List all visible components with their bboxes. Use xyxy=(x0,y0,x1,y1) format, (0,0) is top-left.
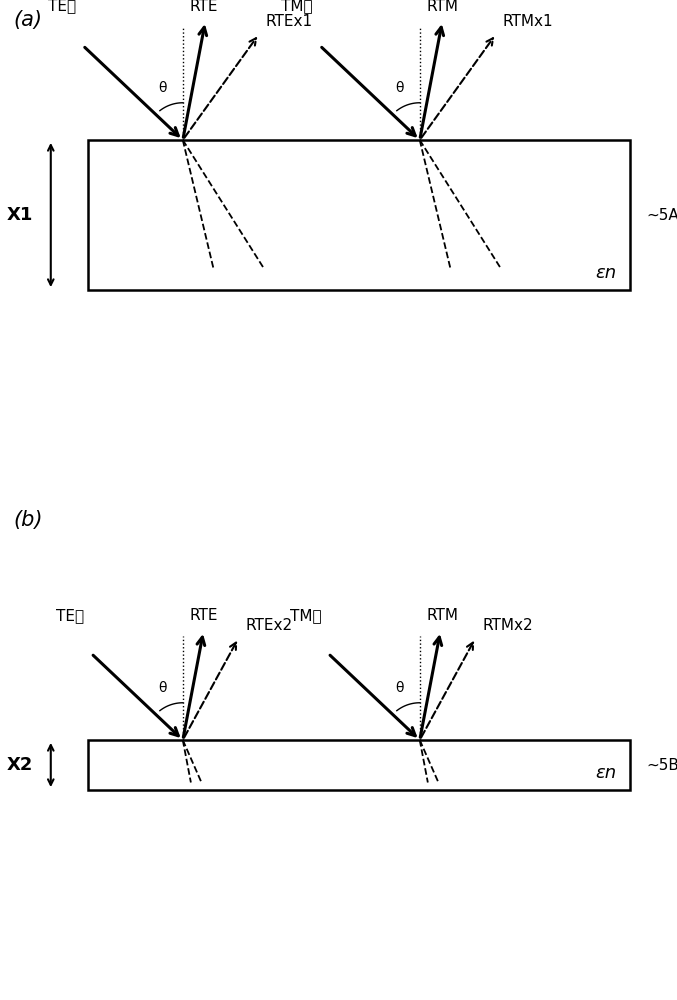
Text: TM波: TM波 xyxy=(290,608,322,623)
Text: θ: θ xyxy=(158,81,167,95)
Text: RTM: RTM xyxy=(427,0,458,14)
Text: RTEx1: RTEx1 xyxy=(266,14,313,29)
Text: X1: X1 xyxy=(7,206,33,224)
Text: εn: εn xyxy=(595,264,616,282)
Text: RTEx2: RTEx2 xyxy=(245,618,292,633)
Text: (b): (b) xyxy=(14,510,43,530)
Text: θ: θ xyxy=(158,681,167,695)
Text: ~5A: ~5A xyxy=(647,208,677,223)
Text: TE波: TE波 xyxy=(48,0,76,14)
Text: RTMx1: RTMx1 xyxy=(503,14,553,29)
Text: ~5B: ~5B xyxy=(647,758,677,772)
Text: (a): (a) xyxy=(14,10,43,30)
Text: X2: X2 xyxy=(7,756,33,774)
Bar xyxy=(88,140,630,290)
Text: TM波: TM波 xyxy=(282,0,313,14)
Bar xyxy=(88,740,630,790)
Text: RTMx2: RTMx2 xyxy=(482,618,533,633)
Text: θ: θ xyxy=(395,681,404,695)
Text: RTE: RTE xyxy=(190,608,218,623)
Text: RTE: RTE xyxy=(190,0,218,14)
Text: RTM: RTM xyxy=(427,608,458,623)
Text: εn: εn xyxy=(595,764,616,782)
Text: θ: θ xyxy=(395,81,404,95)
Text: TE波: TE波 xyxy=(56,608,85,623)
